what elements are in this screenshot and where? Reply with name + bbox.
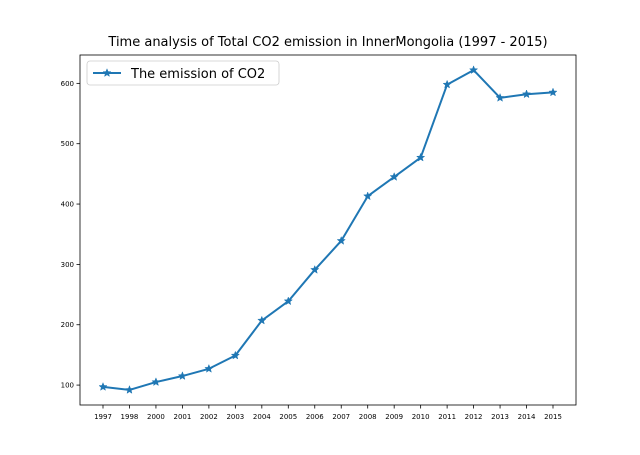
data-point-marker: [336, 235, 346, 245]
data-point-marker: [415, 152, 426, 162]
y-tick-label: 400: [61, 201, 74, 209]
data-point-marker: [230, 350, 241, 360]
y-tick-label: 600: [61, 80, 74, 88]
y-tick-label: 500: [61, 140, 74, 148]
y-axis: 100 200 300 400 500 600: [61, 80, 80, 390]
series-line: [102, 69, 554, 391]
x-tick-label: 1997: [94, 413, 112, 421]
x-tick-label: 2002: [200, 413, 218, 421]
chart-title: Time analysis of Total CO2 emission in I…: [107, 35, 547, 50]
x-tick-label: 2008: [359, 413, 377, 421]
data-point-marker: [151, 377, 161, 387]
x-tick-label: 2013: [491, 413, 509, 421]
x-tick-label: 2006: [306, 413, 324, 421]
legend-label: The emission of CO2: [130, 67, 265, 82]
legend: The emission of CO2: [86, 60, 280, 86]
x-tick-label: 2007: [332, 413, 350, 421]
data-point-marker: [98, 382, 108, 391]
x-tick-label: 2005: [279, 413, 297, 421]
legend-box: [86, 60, 280, 86]
plot-frame: [79, 54, 577, 406]
data-point-marker: [177, 371, 188, 380]
x-tick-label: 2010: [412, 413, 430, 421]
x-tick-label: 2009: [385, 413, 403, 421]
x-tick-label: 1998: [121, 413, 139, 421]
x-tick-label: 2000: [147, 413, 165, 421]
y-tick-label: 200: [61, 321, 74, 329]
x-tick-label: 2004: [253, 413, 271, 421]
data-point-marker: [495, 92, 505, 102]
x-tick-label: 2015: [544, 413, 562, 421]
data-point-marker: [257, 315, 267, 325]
data-point-marker: [389, 172, 399, 181]
data-point-marker: [442, 79, 452, 89]
data-point-marker: [204, 363, 214, 373]
data-point-marker: [283, 296, 293, 306]
y-tick-label: 100: [61, 382, 74, 390]
legend-star-marker: [102, 68, 112, 77]
x-axis: 1997 1998 2000 2001 2002 2003 2004 2005 2006 2007…: [94, 405, 562, 421]
series-group: [98, 65, 558, 394]
data-point-marker: [521, 89, 532, 99]
x-tick-label: 2014: [518, 413, 536, 421]
data-point-marker: [548, 87, 558, 97]
data-point-marker: [124, 385, 135, 394]
x-tick-label: 2003: [226, 413, 244, 421]
data-point-marker: [363, 191, 373, 201]
x-tick-label: 2012: [465, 413, 483, 421]
x-tick-label: 2011: [438, 413, 456, 421]
data-point-marker: [310, 264, 320, 274]
x-tick-label: 2001: [173, 413, 191, 421]
y-tick-label: 300: [61, 261, 74, 269]
data-point-marker: [468, 65, 479, 75]
